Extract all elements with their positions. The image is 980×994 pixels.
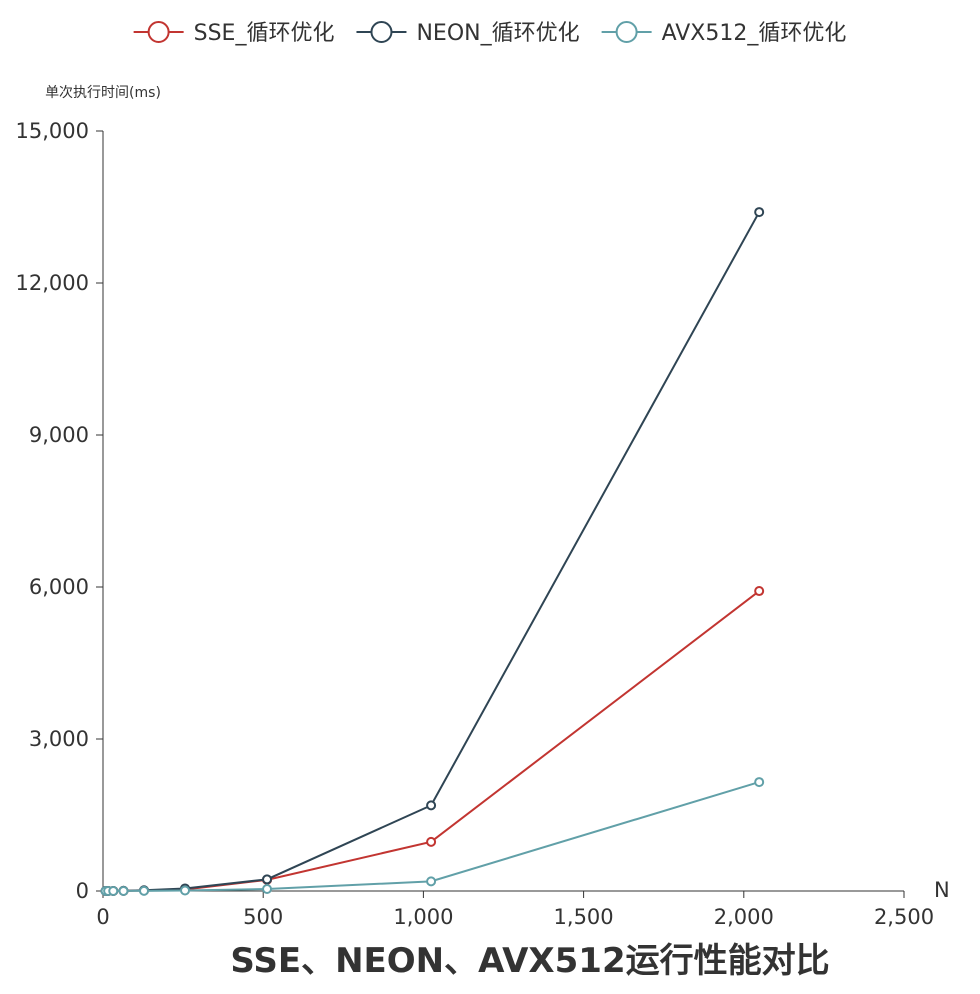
y-axis: 0 3,000 6,000 9,000 12,000 15,000: [16, 119, 104, 903]
series-2: [100, 207, 765, 896]
data-point[interactable]: [754, 207, 765, 218]
chart-legend[interactable]: SSE_循环优化 NEON_循环优化 AVX512_循环优化: [133, 21, 847, 46]
y-tick-label: 3,000: [29, 727, 89, 751]
data-point[interactable]: [426, 836, 437, 847]
x-tick-label: 2,500: [874, 905, 934, 929]
series-line: [105, 211, 761, 892]
data-point[interactable]: [139, 885, 150, 896]
data-point[interactable]: [262, 883, 273, 894]
legend-item-3[interactable]: AVX512_循环优化: [601, 21, 847, 46]
x-axis: 0 500 1,000 1,500 2,000 2,500: [96, 890, 934, 929]
data-point[interactable]: [426, 876, 437, 887]
data-point[interactable]: [118, 885, 129, 896]
legend-label: SSE_循环优化: [194, 21, 335, 46]
legend-marker: [615, 21, 638, 43]
data-point[interactable]: [180, 885, 191, 896]
x-tick-label: 2,000: [714, 905, 774, 929]
y-tick-label: 6,000: [29, 575, 89, 599]
series-1: [100, 586, 765, 896]
data-point[interactable]: [426, 800, 437, 811]
legend-marker: [370, 21, 393, 43]
legend-label: AVX512_循环优化: [662, 21, 847, 46]
data-point[interactable]: [108, 885, 119, 896]
legend-marker: [147, 21, 170, 43]
data-point[interactable]: [754, 777, 765, 788]
series-3: [100, 777, 765, 896]
x-tick-label: 0: [96, 905, 109, 929]
y-tick-label: 0: [76, 879, 89, 903]
data-point[interactable]: [754, 586, 765, 597]
chart-title: SSE、NEON、AVX512运行性能对比: [230, 941, 829, 981]
x-tick-label: 500: [243, 905, 283, 929]
data-point[interactable]: [262, 874, 273, 885]
legend-item-2[interactable]: NEON_循环优化: [356, 21, 580, 46]
y-tick-label: 12,000: [16, 271, 89, 295]
y-tick-label: 9,000: [29, 423, 89, 447]
x-tick-label: 1,500: [554, 905, 614, 929]
plot-area: [100, 207, 765, 896]
series-line: [105, 781, 760, 892]
x-axis-label: N: [934, 878, 950, 902]
legend-item-1[interactable]: SSE_循环优化: [133, 21, 335, 46]
y-axis-label: 单次执行时间(ms): [45, 85, 161, 101]
y-tick-label: 15,000: [16, 119, 89, 143]
legend-label: NEON_循环优化: [416, 21, 579, 46]
x-tick-label: 1,000: [393, 905, 453, 929]
